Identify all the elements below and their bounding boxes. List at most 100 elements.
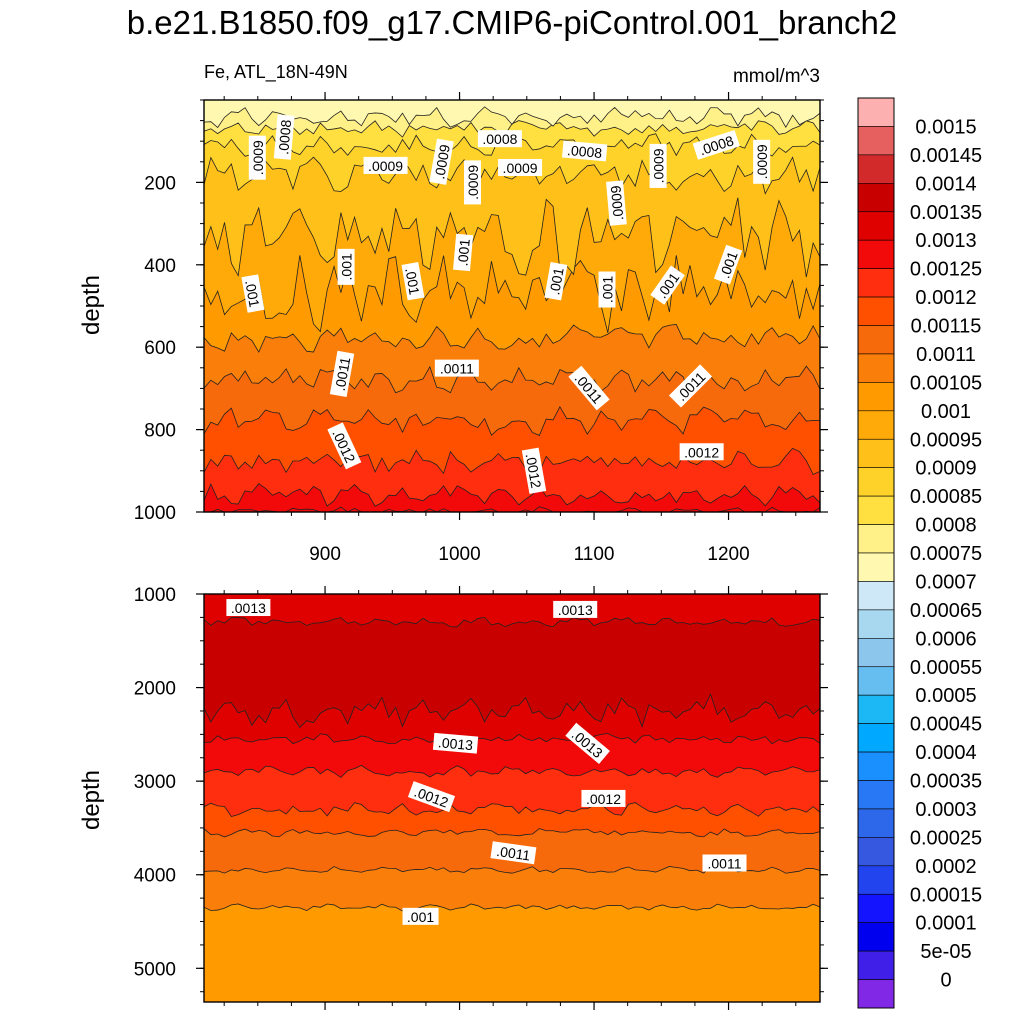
contour-line: [204, 616, 820, 628]
svg-text:.0009: .0009: [607, 185, 626, 222]
lower-depth-panel: .0013.0013.0013.0013.0012.0012.0011.0011…: [134, 585, 828, 1010]
colorbar-label: 0.00105: [910, 372, 982, 394]
colorbar-label: 0.0015: [915, 116, 976, 138]
colorbar-swatch: [857, 581, 895, 611]
svg-text:.0012: .0012: [586, 791, 621, 807]
colorbar-label: 0.00055: [910, 657, 982, 679]
contour-line: [204, 365, 820, 395]
svg-text:.001: .001: [339, 253, 355, 280]
contour-line: [204, 483, 820, 507]
contour-label: .0013: [432, 732, 479, 754]
colorbar-label: 0.0004: [915, 742, 976, 764]
svg-text:.0008: .0008: [482, 131, 517, 147]
colorbar-label: 0.001: [921, 401, 971, 423]
colorbar-label: 0: [940, 970, 951, 992]
colorbar-label: 0.0014: [915, 173, 976, 195]
colorbar-label: 0.00095: [910, 429, 982, 451]
colorbar-swatch: [857, 325, 895, 355]
contour-line: [204, 764, 820, 779]
contour-label: .0008: [562, 140, 608, 162]
colorbar-label: 0.0007: [915, 571, 976, 593]
contour-label: .0013: [553, 600, 598, 618]
contour-label: .0009: [498, 158, 543, 176]
plot-frame: [203, 593, 821, 1003]
svg-text:.0009: .0009: [431, 143, 453, 180]
colorbar-swatch: [857, 438, 895, 468]
contour-fill: [204, 594, 820, 1002]
colorbar-swatch: [857, 950, 895, 980]
svg-text:.0009: .0009: [465, 165, 481, 200]
colorbar-label: 0.0002: [915, 856, 976, 878]
svg-text:.0009: .0009: [754, 144, 770, 179]
colorbar-label: 0.0011: [916, 344, 976, 366]
contour-label: .0009: [429, 138, 454, 185]
colorbar-swatch: [857, 780, 895, 810]
contour-label: .0012: [581, 789, 626, 807]
contour-label: .0011: [702, 854, 747, 872]
contour-line: [204, 156, 820, 195]
y-tick-label: 5000: [134, 959, 176, 980]
contour-label: .0013: [226, 599, 271, 617]
svg-text:.0011: .0011: [332, 356, 354, 392]
svg-text:.0009: .0009: [250, 140, 266, 175]
contour-label: .0009: [753, 139, 771, 184]
contour-label: .001: [401, 261, 425, 301]
x-tick-label: 1000: [438, 544, 480, 565]
colorbar-swatch: [857, 837, 895, 867]
svg-text:.001: .001: [242, 279, 263, 309]
contour-label: .0009: [248, 135, 266, 180]
colorbar-label: 0.00135: [910, 202, 982, 224]
y-tick-label: 2000: [134, 679, 176, 700]
colorbar-swatch: [857, 126, 895, 156]
y-tick-label: 3000: [134, 772, 176, 793]
x-tick-label: 1100: [574, 544, 615, 565]
y-tick-label: 600: [144, 338, 176, 359]
colorbar-label: 0.00065: [910, 600, 982, 622]
colorbar-label: 0.00125: [910, 259, 982, 281]
colorbar-label: 0.0005: [915, 685, 976, 707]
colorbar-label: 0.00025: [910, 827, 982, 849]
band-fill: [204, 594, 820, 627]
units-label: mmol/m^3: [732, 66, 820, 87]
y-tick-label: 400: [144, 256, 176, 277]
colorbar-swatch: [857, 467, 895, 497]
colorbar-swatch: [857, 183, 895, 213]
contour-label: .0008: [273, 114, 295, 160]
band-fill: [204, 594, 820, 728]
colorbar-label: 0.00045: [910, 714, 982, 736]
variable-label: Fe, ATL_18N-49N: [204, 62, 348, 82]
contour-line: [204, 733, 820, 745]
y-tick-label: 1000: [134, 585, 176, 606]
svg-text:.001: .001: [407, 909, 434, 925]
colorbar-label: 0.00015: [910, 884, 982, 906]
colorbar-label: 0.0012: [915, 287, 976, 309]
svg-text:.0009: .0009: [368, 158, 403, 174]
y-tick-label: 4000: [134, 866, 176, 887]
y-tick-label: 200: [144, 173, 176, 194]
contour-label: .001: [241, 274, 265, 313]
colorbar-swatch: [857, 694, 895, 724]
colorbar-swatch: [857, 239, 895, 269]
colorbar-label: 0.00085: [910, 486, 982, 508]
colorbar-swatch: [857, 382, 895, 412]
contour-line: [204, 693, 820, 729]
svg-text:.0013: .0013: [558, 602, 593, 618]
colorbar-frame: [857, 97, 895, 1009]
colorbar-swatch: [857, 495, 895, 525]
svg-text:.0011: .0011: [495, 843, 531, 864]
colorbar-swatch: [857, 808, 895, 838]
svg-text:.0008: .0008: [275, 119, 294, 156]
contour-label: .001: [337, 248, 355, 285]
svg-text:.0011: .0011: [440, 361, 474, 377]
svg-text:.0009: .0009: [651, 148, 667, 183]
svg-text:.001: .001: [454, 238, 472, 267]
svg-text:.001: .001: [402, 266, 423, 296]
contour-line: [204, 255, 820, 333]
contour-line: [204, 802, 820, 818]
colorbar-label: 0.0006: [915, 628, 976, 650]
svg-text:.0008: .0008: [566, 142, 603, 161]
colorbar-swatch: [857, 865, 895, 895]
contour-label: .001: [402, 907, 439, 925]
contour-label: .001: [544, 261, 568, 301]
